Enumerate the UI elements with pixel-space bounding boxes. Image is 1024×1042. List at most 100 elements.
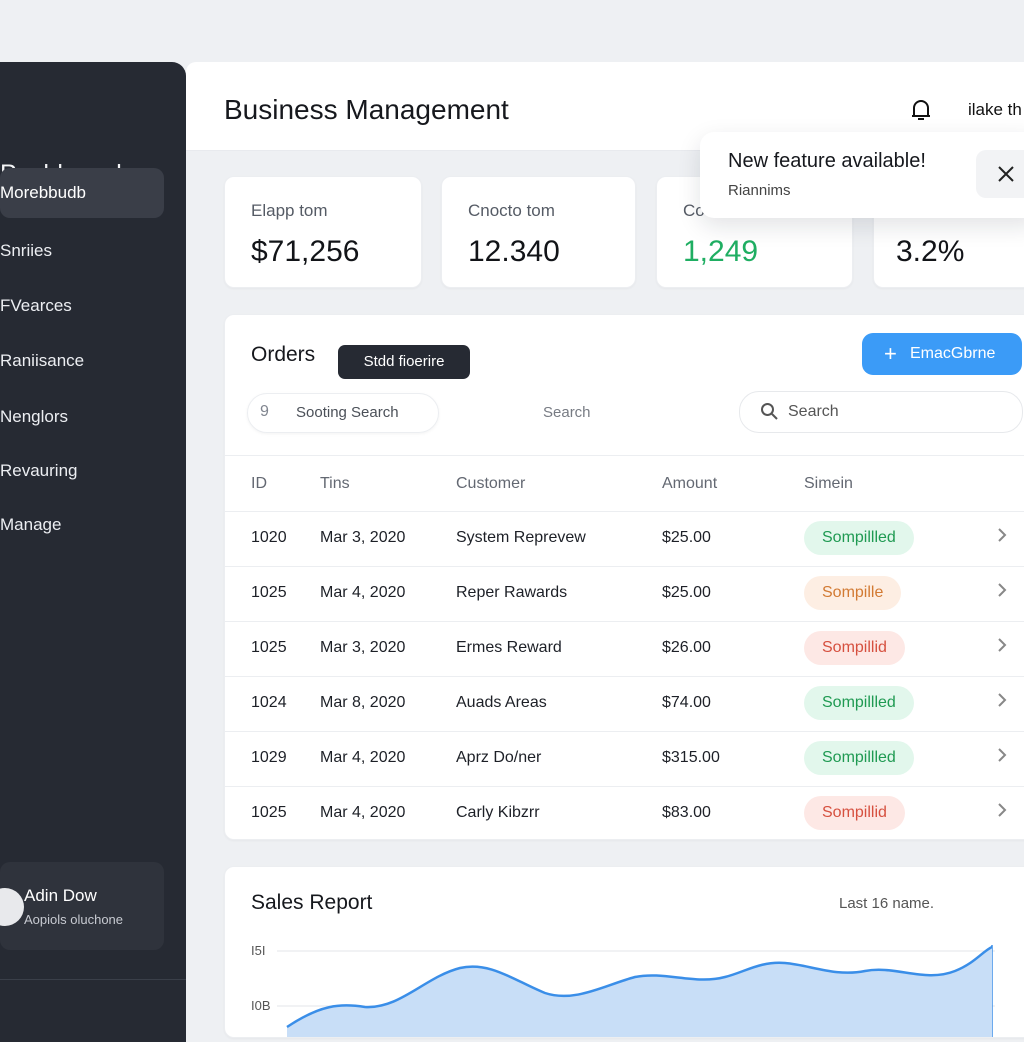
- sales-title: Sales Report: [251, 891, 373, 914]
- sidebar-item-label: Manage: [0, 515, 62, 534]
- close-icon[interactable]: [976, 150, 1024, 198]
- chevron-right-icon[interactable]: [997, 527, 1007, 548]
- search-label[interactable]: Search: [543, 404, 591, 421]
- sidebar: Pashboard Morebbudb Snriies FVearces Ran…: [0, 62, 186, 1042]
- table-row[interactable]: 1025 Mar 3, 2020 Ermes Reward $26.00 Som…: [225, 621, 1024, 677]
- order-id: 1024: [251, 694, 287, 711]
- order-customer: Ermes Reward: [456, 639, 562, 656]
- stat-value: 3.2%: [896, 235, 965, 268]
- stat-label: Elapp tom: [251, 201, 328, 220]
- order-date: Mar 4, 2020: [320, 584, 406, 601]
- order-amount: $74.00: [662, 694, 711, 711]
- tooltip: Stdd fioerire: [338, 345, 470, 379]
- order-id: 1029: [251, 749, 287, 766]
- sorting-search-chip[interactable]: 9 Sooting Search: [247, 393, 439, 433]
- sidebar-item-1[interactable]: Morebbudb: [0, 168, 164, 218]
- order-amount: $26.00: [662, 639, 711, 656]
- stat-card-2: Cnocto tom 12.340: [441, 176, 636, 288]
- sales-range-select[interactable]: Last 16 name.: [839, 895, 935, 912]
- status-badge: Sompillid: [804, 631, 905, 665]
- order-id: 1025: [251, 584, 287, 601]
- table-row[interactable]: 1020 Mar 3, 2020 System Reprevew $25.00 …: [225, 511, 1024, 567]
- col-amount[interactable]: Amount: [662, 475, 718, 492]
- order-amount: $25.00: [662, 529, 711, 546]
- order-customer: Auads Areas: [456, 694, 547, 711]
- sidebar-item-label: Snriies: [0, 241, 52, 260]
- sidebar-footer: [0, 979, 186, 1042]
- stat-label: Co: [683, 201, 705, 220]
- sidebar-item-4[interactable]: Raniisance: [0, 336, 164, 386]
- header-user-text[interactable]: ilake th: [968, 100, 1022, 119]
- search-icon: [760, 402, 778, 425]
- col-status[interactable]: Simein: [804, 475, 853, 492]
- order-date: Mar 4, 2020: [320, 749, 406, 766]
- bell-icon[interactable]: [910, 98, 932, 127]
- page-title: Business Management: [224, 94, 509, 125]
- orders-title: Orders: [251, 343, 316, 366]
- sidebar-item-label: Morebbudb: [0, 183, 87, 202]
- order-amount: $83.00: [662, 804, 711, 821]
- avatar: [0, 888, 24, 926]
- order-id: 1025: [251, 804, 287, 821]
- status-badge: Sompillid: [804, 796, 905, 830]
- col-id[interactable]: ID: [251, 475, 267, 492]
- sidebar-item-7[interactable]: Manage: [0, 500, 164, 550]
- search-box[interactable]: [739, 391, 1023, 433]
- chevron-right-icon[interactable]: [997, 582, 1007, 603]
- order-amount: $25.00: [662, 584, 711, 601]
- stat-value: 1,249: [683, 235, 759, 268]
- order-id: 1020: [251, 529, 287, 546]
- filter-icon: 9: [260, 403, 269, 420]
- stat-value: $71,256: [251, 235, 360, 268]
- table-row[interactable]: 1025 Mar 4, 2020 Reper Rawards $25.00 So…: [225, 566, 1024, 622]
- chevron-right-icon[interactable]: [997, 637, 1007, 658]
- plus-icon: +: [884, 341, 897, 366]
- col-date[interactable]: Tins: [320, 475, 350, 492]
- order-customer: Reper Rawards: [456, 584, 568, 601]
- stat-value: 12.340: [468, 235, 560, 268]
- sidebar-item-3[interactable]: FVearces: [0, 281, 164, 331]
- status-badge: Sompillled: [804, 741, 914, 775]
- order-id: 1025: [251, 639, 287, 656]
- table-row[interactable]: 1025 Mar 4, 2020 Carly Kibzrr $83.00 Som…: [225, 786, 1024, 841]
- chevron-right-icon[interactable]: [997, 692, 1007, 713]
- order-customer: Carly Kibzrr: [456, 804, 540, 821]
- sidebar-item-6[interactable]: Revauring: [0, 446, 164, 496]
- table-header: ID Tins Customer Amount Simein: [225, 455, 1024, 512]
- add-button[interactable]: + EmacGbrne: [862, 333, 1022, 375]
- status-badge: Sompille: [804, 576, 902, 610]
- sidebar-item-label: FVearces: [0, 296, 72, 315]
- order-amount: $315.00: [662, 749, 720, 766]
- orders-card: Orders Stdd fioerire + EmacGbrne 9 Sooti…: [224, 314, 1024, 840]
- user-role: Aopiols oluchone: [24, 912, 124, 927]
- sales-line: [286, 945, 993, 1029]
- table-row[interactable]: 1029 Mar 4, 2020 Aprz Do/ner $315.00 Som…: [225, 731, 1024, 787]
- table-row[interactable]: 1024 Mar 8, 2020 Auads Areas $74.00 Somp…: [225, 676, 1024, 732]
- order-customer: System Reprevew: [456, 529, 586, 546]
- search-input[interactable]: [786, 402, 1000, 422]
- order-date: Mar 8, 2020: [320, 694, 406, 711]
- sidebar-item-label: Nenglors: [0, 407, 69, 426]
- stat-label: Cnocto tom: [468, 201, 555, 220]
- sales-area-chart: [277, 945, 995, 1037]
- sidebar-item-5[interactable]: Nenglors: [0, 392, 164, 442]
- order-customer: Aprz Do/ner: [456, 749, 542, 766]
- chip-label: Sooting Search: [296, 404, 399, 421]
- toast-title: New feature available!: [728, 150, 926, 172]
- chevron-right-icon[interactable]: [997, 747, 1007, 768]
- sidebar-item-2[interactable]: Snriies: [0, 226, 164, 276]
- sales-report-card: Sales Report Last 16 name. I5I I0B: [224, 866, 1024, 1038]
- add-button-label: EmacGbrne: [910, 345, 996, 362]
- col-customer[interactable]: Customer: [456, 475, 526, 492]
- stat-card-1: Elapp tom $71,256: [224, 176, 422, 288]
- chevron-right-icon[interactable]: [997, 802, 1007, 823]
- y-axis-label: I5I: [251, 943, 266, 958]
- y-axis-label: I0B: [251, 998, 271, 1013]
- order-date: Mar 3, 2020: [320, 529, 406, 546]
- toast-subtitle: Riannims: [728, 182, 791, 199]
- user-profile-card[interactable]: Adin Dow Aopiols oluchone: [0, 862, 164, 950]
- notification-toast: New feature available! Riannims: [700, 132, 1024, 218]
- status-badge: Sompillled: [804, 521, 914, 555]
- sidebar-item-label: Revauring: [0, 461, 78, 480]
- sidebar-item-label: Raniisance: [0, 351, 85, 370]
